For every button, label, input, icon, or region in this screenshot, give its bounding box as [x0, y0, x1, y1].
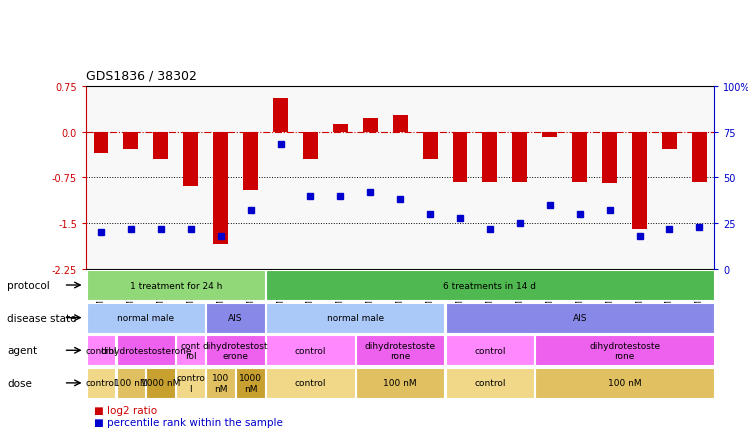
Text: GSM88428: GSM88428: [665, 272, 674, 317]
Bar: [423, 132, 438, 160]
Bar: [453, 132, 468, 182]
Bar: [183, 132, 198, 187]
Text: AIS: AIS: [228, 313, 243, 322]
Text: 100
nM: 100 nM: [212, 373, 230, 393]
Bar: [266, 335, 355, 365]
Text: GSM88442: GSM88442: [126, 272, 135, 317]
Text: control: control: [295, 378, 326, 388]
Text: GSM88423: GSM88423: [216, 272, 225, 317]
Text: dihydrotestost
erone: dihydrotestost erone: [203, 341, 269, 360]
Text: ■ percentile rank within the sample: ■ percentile rank within the sample: [94, 417, 283, 427]
Bar: [236, 368, 265, 398]
Text: dihydrotestosterone: dihydrotestosterone: [100, 346, 191, 355]
Text: GDS1836 / 38302: GDS1836 / 38302: [86, 69, 197, 82]
Text: GSM88439: GSM88439: [336, 272, 345, 317]
Bar: [87, 335, 115, 365]
Bar: [356, 368, 444, 398]
Text: GSM88437: GSM88437: [605, 272, 614, 318]
Text: GSM88425: GSM88425: [635, 272, 644, 317]
Text: 100 nM: 100 nM: [384, 378, 417, 388]
Bar: [512, 132, 527, 182]
Text: GSM88429: GSM88429: [276, 272, 285, 317]
Text: ■ log2 ratio: ■ log2 ratio: [94, 405, 156, 415]
Text: GSM88435: GSM88435: [306, 272, 315, 317]
Text: dihydrotestoste
rone: dihydrotestoste rone: [589, 341, 660, 360]
Bar: [266, 303, 444, 333]
Bar: [266, 270, 714, 300]
Text: GSM88441: GSM88441: [246, 272, 255, 317]
Bar: [117, 335, 175, 365]
Text: 6 treatments in 14 d: 6 treatments in 14 d: [444, 281, 536, 290]
Bar: [446, 368, 534, 398]
Text: normal male: normal male: [327, 313, 384, 322]
Text: 1000
nM: 1000 nM: [239, 373, 262, 393]
Text: contro
l: contro l: [177, 373, 205, 393]
Bar: [356, 335, 444, 365]
Bar: [393, 115, 408, 132]
Bar: [482, 132, 497, 183]
Bar: [542, 132, 557, 137]
Bar: [153, 132, 168, 160]
Bar: [177, 368, 205, 398]
Bar: [446, 335, 534, 365]
Text: disease state: disease state: [7, 313, 77, 323]
Text: GSM88426: GSM88426: [456, 272, 465, 317]
Text: dihydrotestoste
rone: dihydrotestoste rone: [364, 341, 436, 360]
Text: GSM88436: GSM88436: [426, 272, 435, 318]
Text: control: control: [295, 346, 326, 355]
Bar: [273, 99, 288, 132]
Bar: [363, 119, 378, 132]
Text: GSM88434: GSM88434: [515, 272, 524, 317]
Text: 1000 nM: 1000 nM: [141, 378, 180, 388]
Text: GSM88430: GSM88430: [575, 272, 584, 317]
Text: normal male: normal male: [117, 313, 174, 322]
Text: GSM88422: GSM88422: [156, 272, 165, 317]
Text: control: control: [474, 378, 506, 388]
Bar: [243, 132, 258, 190]
Bar: [632, 132, 647, 230]
Bar: [446, 303, 714, 333]
Bar: [303, 132, 318, 160]
Bar: [602, 132, 617, 184]
Bar: [213, 132, 228, 245]
Text: 100 nM: 100 nM: [608, 378, 641, 388]
Bar: [177, 335, 205, 365]
Text: cont
rol: cont rol: [181, 341, 200, 360]
Text: GSM88432: GSM88432: [485, 272, 494, 317]
Text: 100 nM: 100 nM: [114, 378, 147, 388]
Bar: [87, 270, 265, 300]
Bar: [117, 368, 145, 398]
Text: GSM88438: GSM88438: [186, 272, 195, 318]
Bar: [87, 368, 115, 398]
Text: GSM88424: GSM88424: [366, 272, 375, 317]
Bar: [333, 125, 348, 132]
Text: control: control: [85, 378, 117, 388]
Bar: [147, 368, 175, 398]
Bar: [692, 132, 707, 182]
Text: control: control: [85, 346, 117, 355]
Bar: [206, 368, 235, 398]
Bar: [94, 132, 108, 154]
Text: GSM88433: GSM88433: [695, 272, 704, 318]
Text: dose: dose: [7, 378, 32, 388]
Bar: [266, 368, 355, 398]
Text: GSM88440: GSM88440: [96, 272, 105, 317]
Text: GSM88427: GSM88427: [545, 272, 554, 317]
Bar: [206, 335, 265, 365]
Bar: [662, 132, 677, 149]
Bar: [123, 132, 138, 149]
Text: protocol: protocol: [7, 280, 50, 290]
Bar: [536, 368, 714, 398]
Bar: [87, 303, 205, 333]
Text: agent: agent: [7, 345, 37, 355]
Text: AIS: AIS: [572, 313, 587, 322]
Bar: [572, 132, 587, 182]
Text: 1 treatment for 24 h: 1 treatment for 24 h: [129, 281, 222, 290]
Text: control: control: [474, 346, 506, 355]
Bar: [206, 303, 265, 333]
Text: GSM88431: GSM88431: [396, 272, 405, 317]
Bar: [536, 335, 714, 365]
